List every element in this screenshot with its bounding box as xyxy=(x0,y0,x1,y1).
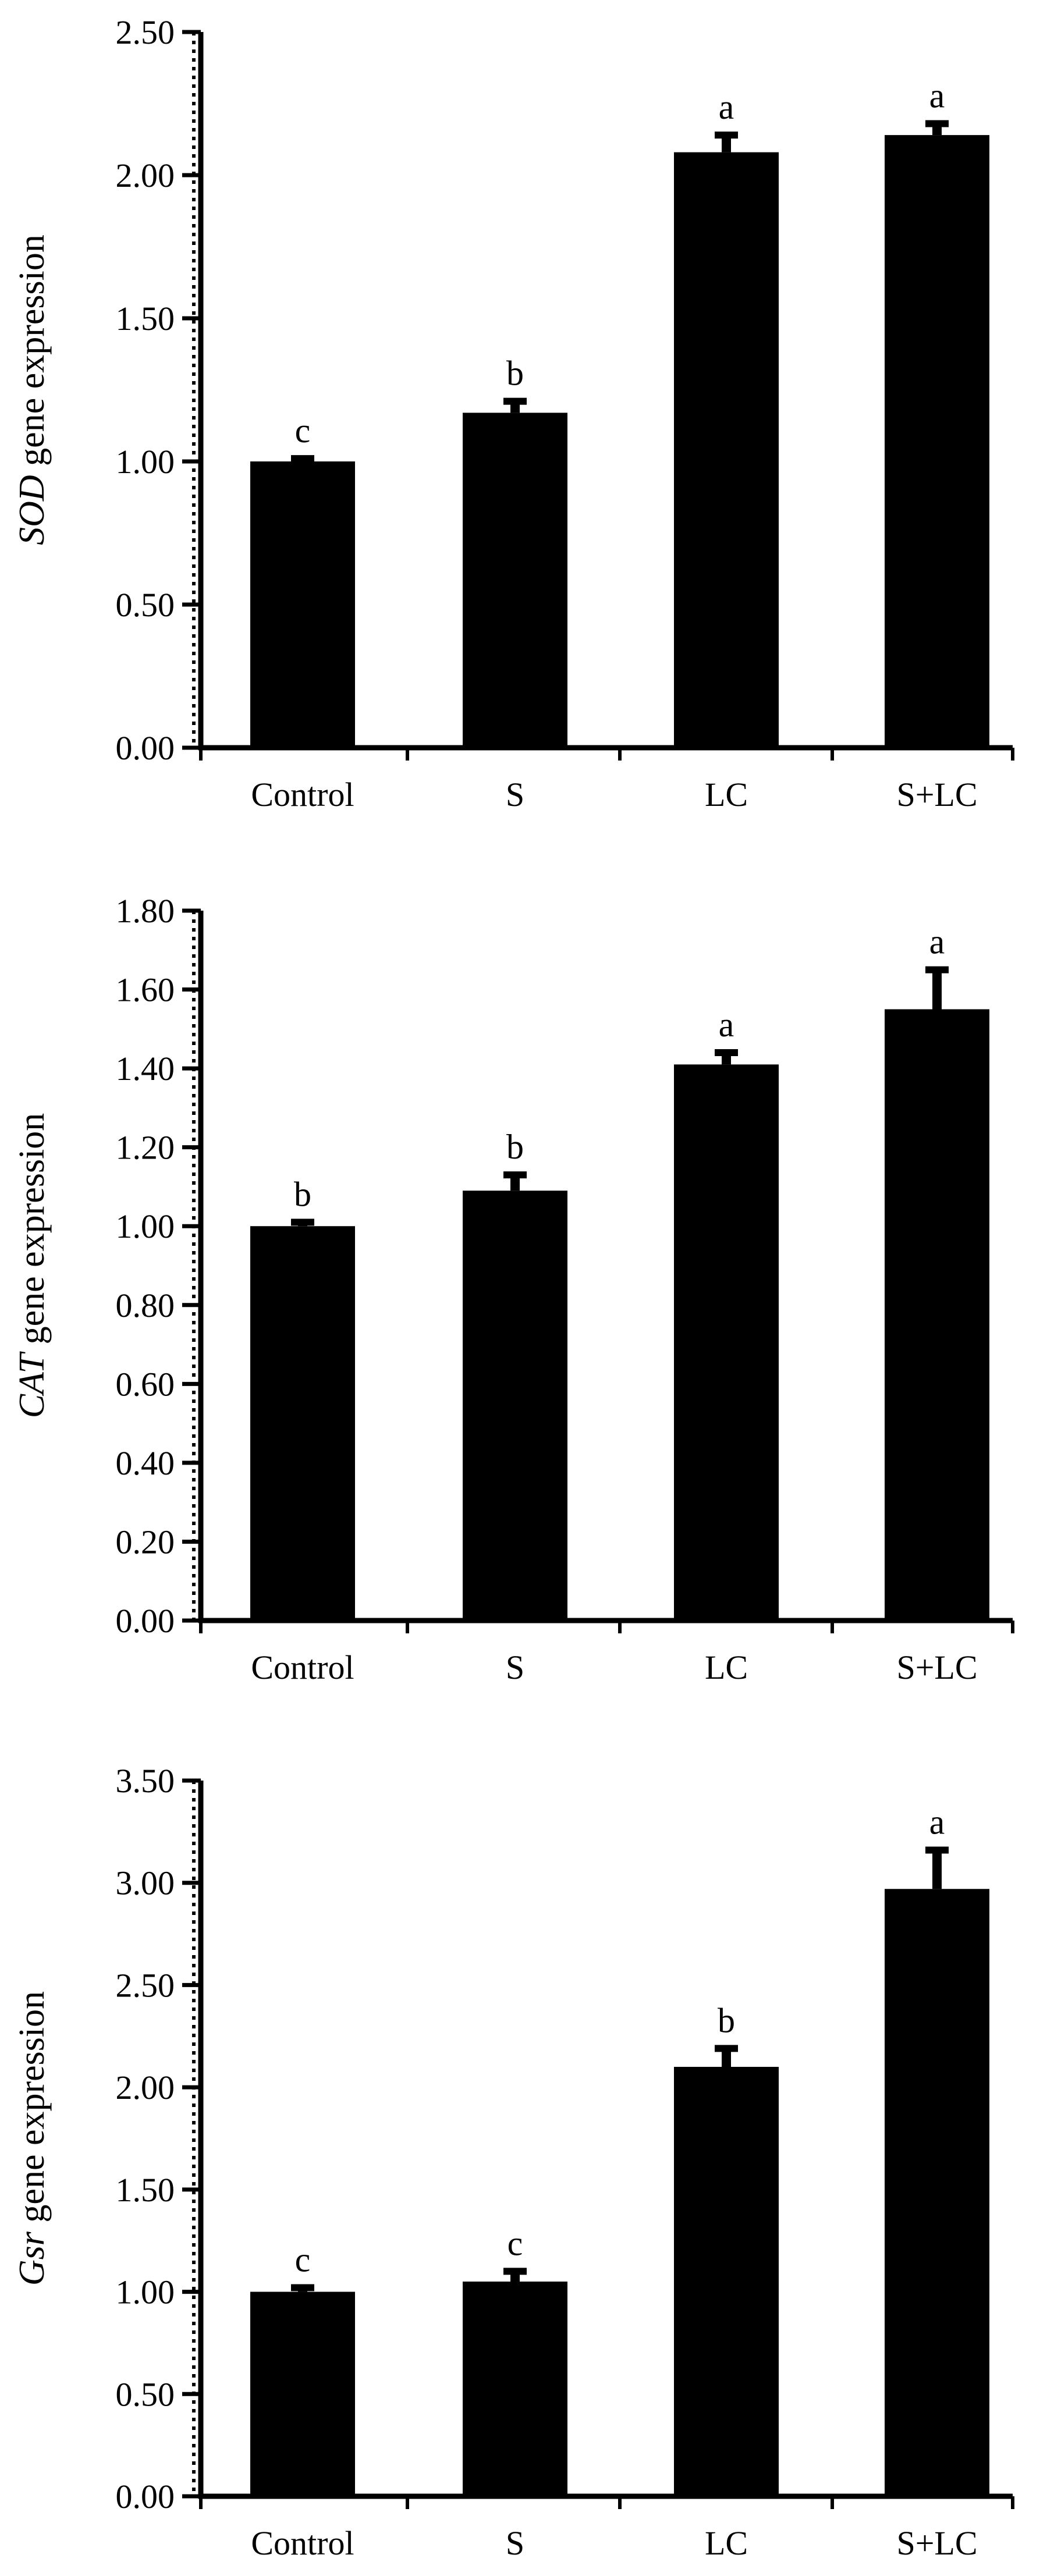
y-tick-label: 1.00 xyxy=(116,2273,175,2311)
y-tick-label: 2.50 xyxy=(116,1966,175,2004)
x-tick-label: LC xyxy=(705,776,748,813)
y-tick-label: 1.00 xyxy=(116,1207,175,1245)
y-axis-title-suffix: gene expression xyxy=(12,1991,52,2232)
bar-lc xyxy=(674,1064,779,1621)
y-tick-label: 0.00 xyxy=(116,2478,175,2515)
y-tick-label: 2.00 xyxy=(116,157,175,194)
y-tick-label: 1.80 xyxy=(116,892,175,930)
significance-label: a xyxy=(929,76,945,115)
bar-control xyxy=(250,461,355,748)
y-axis-title-gene: Gsr xyxy=(12,2231,52,2286)
bar-control xyxy=(250,1226,355,1621)
y-tick-label: 1.40 xyxy=(116,1050,175,1088)
x-tick-label: Control xyxy=(251,776,354,813)
y-tick-label: 1.20 xyxy=(116,1129,175,1167)
y-tick-label: 0.60 xyxy=(116,1365,175,1403)
significance-label: a xyxy=(929,923,945,961)
chart-panel-cat: 0.00 0.20 0.40 0.60 0.80 1.00 1.20 1.40 1.60 1.80… xyxy=(12,892,1014,1686)
y-tick-label: 0.00 xyxy=(116,1602,175,1640)
significance-label: b xyxy=(718,2001,735,2040)
y-tick-label: 1.50 xyxy=(116,300,175,337)
y-tick-label: 0.20 xyxy=(116,1523,175,1561)
significance-label: a xyxy=(929,1803,945,1841)
y-tick-label: 0.50 xyxy=(116,586,175,624)
x-tick-label: S xyxy=(506,2524,524,2562)
bar-s-plus-lc xyxy=(885,1889,989,2496)
y-axis-title-gene: CAT xyxy=(12,1351,52,1418)
bar-s xyxy=(463,2282,567,2496)
y-axis-title-suffix: gene expression xyxy=(12,1113,52,1353)
x-tick-label: Control xyxy=(251,1648,354,1686)
y-tick-label: 0.50 xyxy=(116,2375,175,2413)
bar-s xyxy=(463,413,567,748)
x-tick-label: Control xyxy=(251,2524,354,2562)
bar-control xyxy=(250,2291,355,2496)
x-tick-label: S+LC xyxy=(896,776,977,813)
y-tick-label: 0.00 xyxy=(116,729,175,767)
significance-label: b xyxy=(294,1175,311,1213)
x-tick-label: LC xyxy=(705,2524,748,2562)
y-tick-label: 1.60 xyxy=(116,971,175,1009)
significance-label: a xyxy=(719,88,734,126)
x-tick-label: S xyxy=(506,776,524,813)
bar-s xyxy=(463,1191,567,1621)
y-tick-label: 1.00 xyxy=(116,443,175,481)
y-tick-label: 3.50 xyxy=(116,1762,175,1800)
chart-panel-sod: 0.00 0.50 1.00 1.50 2.00 2.50 c Control b Sa LC a S+… xyxy=(12,13,1014,813)
x-tick-label: S+LC xyxy=(896,1648,977,1686)
x-tick-label: S xyxy=(506,1648,524,1686)
y-axis-title-suffix: gene expression xyxy=(12,234,52,475)
significance-label: b xyxy=(506,354,524,393)
x-tick-label: S+LC xyxy=(896,2524,977,2562)
bar-lc xyxy=(674,152,779,748)
significance-label: c xyxy=(295,2241,311,2279)
significance-label: a xyxy=(719,1005,734,1044)
x-tick-label: LC xyxy=(705,1648,748,1686)
y-axis-title: Gsr gene expression xyxy=(12,1991,52,2286)
significance-label: c xyxy=(295,411,311,450)
y-tick-label: 0.40 xyxy=(116,1444,175,1482)
bar-s-plus-lc xyxy=(885,135,989,748)
y-tick-label: 2.00 xyxy=(116,2069,175,2106)
significance-label: b xyxy=(506,1128,524,1166)
y-tick-label: 2.50 xyxy=(116,13,175,51)
bar-s-plus-lc xyxy=(885,1009,989,1621)
y-tick-label: 0.80 xyxy=(116,1287,175,1324)
y-axis-title: SOD gene expression xyxy=(12,234,52,545)
bar-lc xyxy=(674,2067,779,2496)
y-tick-label: 3.00 xyxy=(116,1864,175,1902)
significance-label: c xyxy=(508,2224,523,2262)
chart-panel-gsr: 0.00 0.50 1.00 1.50 2.00 2.50 3.00 3.50 c Control… xyxy=(12,1762,1014,2562)
y-tick-label: 1.50 xyxy=(116,2171,175,2209)
y-axis-title: CAT gene expression xyxy=(12,1113,52,1419)
y-axis-title-gene: SOD xyxy=(12,475,52,545)
